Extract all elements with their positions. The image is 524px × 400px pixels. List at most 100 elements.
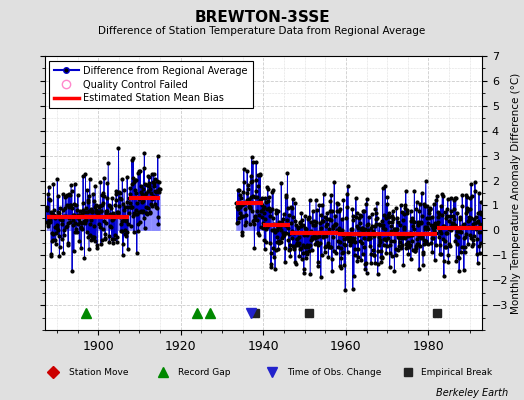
Point	[366, 225, 375, 232]
Point	[390, 268, 399, 274]
Point	[125, 194, 133, 201]
Point	[96, 179, 104, 185]
Point	[116, 196, 125, 202]
Point	[440, 222, 449, 229]
Point	[344, 236, 353, 242]
Point	[293, 223, 302, 230]
Point	[397, 234, 406, 241]
Point	[241, 222, 249, 228]
Point	[54, 193, 62, 199]
Point	[420, 200, 428, 207]
Point	[296, 220, 304, 227]
Point	[92, 207, 100, 213]
Point	[476, 209, 485, 215]
Point	[126, 185, 134, 191]
Point	[295, 240, 303, 246]
Point	[465, 214, 473, 220]
Point	[283, 222, 291, 229]
Point	[454, 228, 462, 234]
Point	[360, 244, 368, 250]
Point	[131, 211, 139, 218]
Point	[328, 256, 336, 262]
Point	[363, 226, 372, 233]
Point	[51, 214, 59, 221]
Point	[43, 191, 52, 198]
Point	[244, 182, 253, 188]
Point	[125, 210, 133, 216]
Point	[121, 204, 129, 210]
Point	[115, 203, 123, 209]
Point	[119, 217, 128, 223]
Point	[252, 188, 260, 194]
Point	[400, 211, 408, 218]
Point	[245, 203, 254, 209]
Point	[411, 244, 420, 251]
Point	[416, 242, 424, 249]
Point	[128, 181, 136, 187]
Point	[472, 226, 481, 232]
Point	[423, 225, 432, 232]
Point	[368, 231, 377, 238]
Point	[274, 223, 282, 230]
Point	[384, 235, 392, 242]
Point	[246, 194, 255, 200]
Point	[402, 241, 410, 247]
Point	[306, 270, 314, 277]
Point	[387, 253, 396, 259]
Point	[311, 241, 320, 247]
Point	[435, 225, 443, 231]
Point	[449, 220, 457, 226]
Point	[359, 208, 367, 215]
Point	[108, 216, 116, 223]
Point	[89, 191, 97, 197]
Point	[57, 216, 66, 222]
Point	[53, 208, 62, 215]
Point	[432, 230, 441, 236]
Point	[98, 192, 106, 198]
Point	[147, 200, 155, 207]
Point	[418, 234, 427, 241]
Point	[445, 226, 453, 232]
Point	[377, 254, 386, 261]
Point	[332, 250, 341, 256]
Point	[303, 251, 312, 258]
Point	[290, 246, 299, 252]
Point	[268, 189, 277, 195]
Point	[128, 213, 137, 219]
Point	[422, 214, 431, 221]
Point	[255, 212, 263, 218]
Point	[246, 220, 254, 227]
Point	[48, 230, 56, 236]
Point	[150, 183, 158, 189]
Point	[402, 210, 411, 216]
Point	[144, 172, 152, 179]
Point	[79, 200, 87, 206]
Point	[64, 204, 73, 210]
Point	[144, 188, 152, 194]
Point	[295, 253, 303, 259]
Point	[311, 230, 320, 236]
Point	[280, 222, 289, 228]
Point	[396, 234, 404, 240]
Point	[350, 235, 358, 241]
Point	[243, 190, 251, 196]
Point	[337, 265, 346, 271]
Point	[450, 222, 458, 228]
Point	[47, 209, 55, 215]
Point	[113, 234, 122, 240]
Point	[80, 209, 88, 215]
Point	[312, 197, 320, 204]
Point	[313, 262, 322, 269]
Point	[43, 219, 51, 226]
Point	[308, 247, 316, 254]
Point	[470, 233, 478, 239]
Point	[285, 247, 293, 253]
Point	[242, 211, 250, 218]
Point	[415, 266, 423, 272]
Point	[117, 221, 125, 228]
Point	[116, 214, 124, 220]
Point	[319, 218, 328, 224]
Point	[283, 170, 291, 176]
Point	[241, 200, 249, 206]
Point	[142, 210, 150, 216]
